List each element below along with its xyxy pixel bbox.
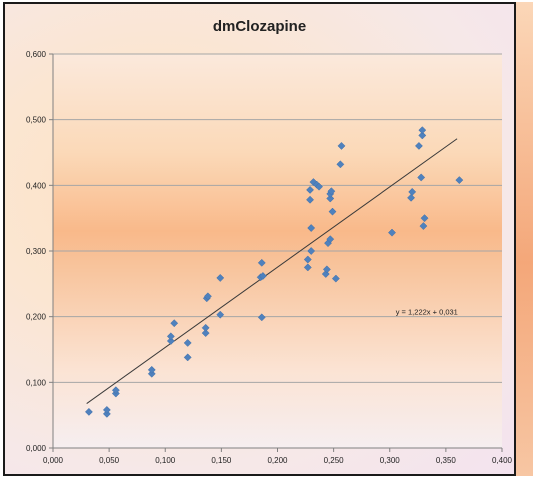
data-point [166,332,175,341]
x-tick-label: 0,050 [99,456,120,465]
chart-title: dmClozapine [212,18,307,35]
data-point [388,228,396,237]
data-point [84,407,93,416]
x-tick-label: 0,000 [43,456,64,465]
data-point [102,405,111,414]
data-point [111,386,120,395]
x-tick-label: 0,150 [211,456,232,465]
x-tick-label: 0,200 [267,456,288,465]
data-point [303,263,312,272]
data-point [418,126,427,135]
right-edge-strip [516,2,533,476]
data-point [414,141,423,150]
y-tick-label: 0,100 [26,378,47,387]
x-tick-label: 0,350 [436,456,457,465]
x-tick-label: 0,250 [324,456,345,465]
data-point [322,265,331,274]
data-point [257,313,266,322]
data-point [326,194,335,203]
data-point [328,207,337,216]
data-point [337,141,346,150]
data-point [303,255,312,264]
data-point [203,292,212,301]
data-point [418,131,427,140]
data-point [201,329,210,338]
data-point [420,214,429,223]
data-point [216,273,225,282]
y-tick-label: 0,000 [26,444,47,453]
data-point [170,319,179,328]
data-point [307,224,316,232]
data-point [258,271,267,280]
trendline [86,138,458,404]
data-point [419,222,428,231]
y-tick-label: 0,600 [26,50,47,59]
data-point [257,258,266,267]
data-point [216,310,225,319]
x-tick-label: 0,100 [155,456,176,465]
trendline-equation: y = 1,222x + 0,031 [396,308,458,317]
y-tick-label: 0,500 [26,116,47,125]
y-tick-label: 0,200 [26,313,47,322]
scatter-plot: 0,000 0,100 0,200 0,300 0,400 0,500 0,600 0,000… [26,50,513,465]
data-point [166,337,175,345]
data-point [407,193,416,202]
data-point [183,338,192,347]
data-point [315,182,323,191]
y-tick-label: 0,300 [26,247,47,256]
data-point [306,195,315,204]
data-point [201,323,210,332]
x-tick-label: 0,400 [492,456,513,465]
data-point [455,176,464,185]
data-point [417,173,426,182]
data-point [307,247,316,255]
data-point [306,185,315,194]
data-point [408,187,417,196]
data-point [326,235,335,244]
data-point [183,353,192,362]
y-tick-label: 0,400 [26,181,47,190]
data-point [147,365,156,374]
x-tick-label: 0,300 [380,456,401,465]
data-point [336,160,345,169]
data-point [331,274,340,283]
data-point [327,187,336,196]
